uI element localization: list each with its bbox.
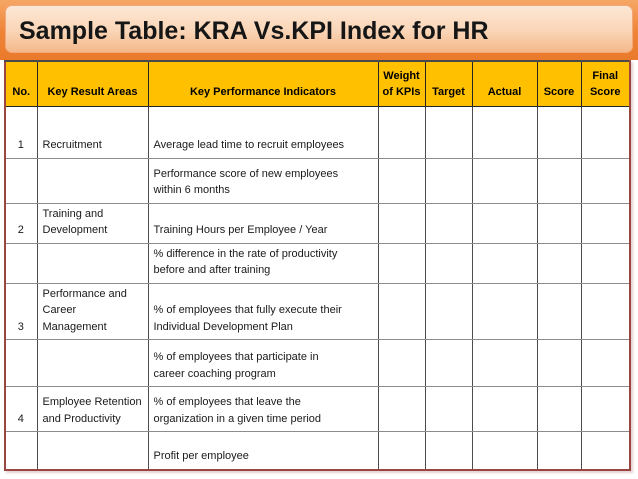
cell-no: 2: [4, 202, 38, 244]
table-row: 3 Performance and Career Management % of…: [4, 282, 631, 340]
col-header-weight-of-kpis: Weight of KPIs: [377, 60, 426, 107]
cell-target: [424, 105, 473, 159]
cell-key-result-area: [36, 157, 149, 204]
cell-target: [424, 386, 473, 432]
table-row: % difference in the rate of productivity…: [4, 242, 631, 284]
cell-final-score: [580, 431, 631, 470]
cell-key-result-area: [36, 242, 149, 284]
table-row: Performance score of new employees withi…: [4, 157, 631, 204]
cell-kpi: Profit per employee: [147, 431, 379, 470]
cell-key-result-area: Training and Development: [36, 202, 149, 244]
col-header-score: Score: [536, 60, 582, 107]
cell-score: [536, 431, 582, 470]
cell-score: [536, 242, 582, 284]
cell-target: [424, 242, 473, 284]
cell-kpi: % of employees that leave the organizati…: [147, 386, 379, 432]
cell-actual: [471, 105, 538, 159]
cell-key-result-area: [36, 339, 149, 387]
col-header-key-result-areas: Key Result Areas: [36, 60, 149, 107]
cell-no: 1: [4, 105, 38, 159]
cell-weight: [377, 282, 426, 340]
cell-actual: [471, 386, 538, 432]
cell-no: 3: [4, 282, 38, 340]
cell-key-result-area: Recruitment: [36, 105, 149, 159]
cell-kpi: Training Hours per Employee / Year: [147, 202, 379, 244]
cell-final-score: [580, 202, 631, 244]
cell-final-score: [580, 105, 631, 159]
cell-target: [424, 202, 473, 244]
cell-score: [536, 202, 582, 244]
cell-weight: [377, 431, 426, 470]
cell-actual: [471, 282, 538, 340]
col-header-actual: Actual: [471, 60, 538, 107]
cell-weight: [377, 157, 426, 204]
table-row: 2 Training and Development Training Hour…: [4, 202, 631, 244]
cell-actual: [471, 339, 538, 387]
cell-final-score: [580, 242, 631, 284]
cell-key-result-area: Employee Retention and Productivity: [36, 386, 149, 432]
cell-actual: [471, 242, 538, 284]
cell-no: [4, 157, 38, 204]
cell-target: [424, 157, 473, 204]
cell-final-score: [580, 386, 631, 432]
cell-weight: [377, 202, 426, 244]
table-row: Profit per employee: [4, 431, 631, 470]
cell-score: [536, 157, 582, 204]
cell-weight: [377, 242, 426, 284]
cell-score: [536, 282, 582, 340]
cell-kpi: % difference in the rate of productivity…: [147, 242, 379, 284]
cell-no: [4, 242, 38, 284]
cell-actual: [471, 157, 538, 204]
cell-score: [536, 339, 582, 387]
cell-weight: [377, 105, 426, 159]
cell-key-result-area: [36, 431, 149, 470]
cell-score: [536, 105, 582, 159]
cell-weight: [377, 386, 426, 432]
cell-kpi: Performance score of new employees withi…: [147, 157, 379, 204]
cell-kpi: % of employees that participate in caree…: [147, 339, 379, 387]
title-banner: Sample Table: KRA Vs.KPI Index for HR: [0, 0, 638, 60]
cell-actual: [471, 431, 538, 470]
table-row: % of employees that participate in caree…: [4, 339, 631, 387]
cell-score: [536, 386, 582, 432]
cell-final-score: [580, 339, 631, 387]
cell-target: [424, 431, 473, 470]
cell-kpi: Average lead time to recruit employees: [147, 105, 379, 159]
cell-kpi: % of employees that fully execute their …: [147, 282, 379, 340]
cell-target: [424, 339, 473, 387]
cell-key-result-area: Performance and Career Management: [36, 282, 149, 340]
cell-target: [424, 282, 473, 340]
table-row: 1 Recruitment Average lead time to recru…: [4, 105, 631, 159]
slide-title: Sample Table: KRA Vs.KPI Index for HR: [19, 16, 489, 45]
cell-weight: [377, 339, 426, 387]
table-container: No. Key Result Areas Key Performance Ind…: [4, 60, 631, 471]
header-row: No. Key Result Areas Key Performance Ind…: [4, 60, 631, 107]
cell-final-score: [580, 157, 631, 204]
cell-actual: [471, 202, 538, 244]
col-header-target: Target: [424, 60, 473, 107]
kra-kpi-table: No. Key Result Areas Key Performance Ind…: [4, 60, 631, 471]
cell-final-score: [580, 282, 631, 340]
cell-no: 4: [4, 386, 38, 432]
cell-no: [4, 431, 38, 470]
title-box: Sample Table: KRA Vs.KPI Index for HR: [5, 5, 633, 53]
col-header-no: No.: [4, 60, 38, 107]
col-header-final-score: Final Score: [580, 60, 631, 107]
cell-no: [4, 339, 38, 387]
col-header-key-performance-indicators: Key Performance Indicators: [147, 60, 379, 107]
table-row: 4 Employee Retention and Productivity % …: [4, 386, 631, 432]
